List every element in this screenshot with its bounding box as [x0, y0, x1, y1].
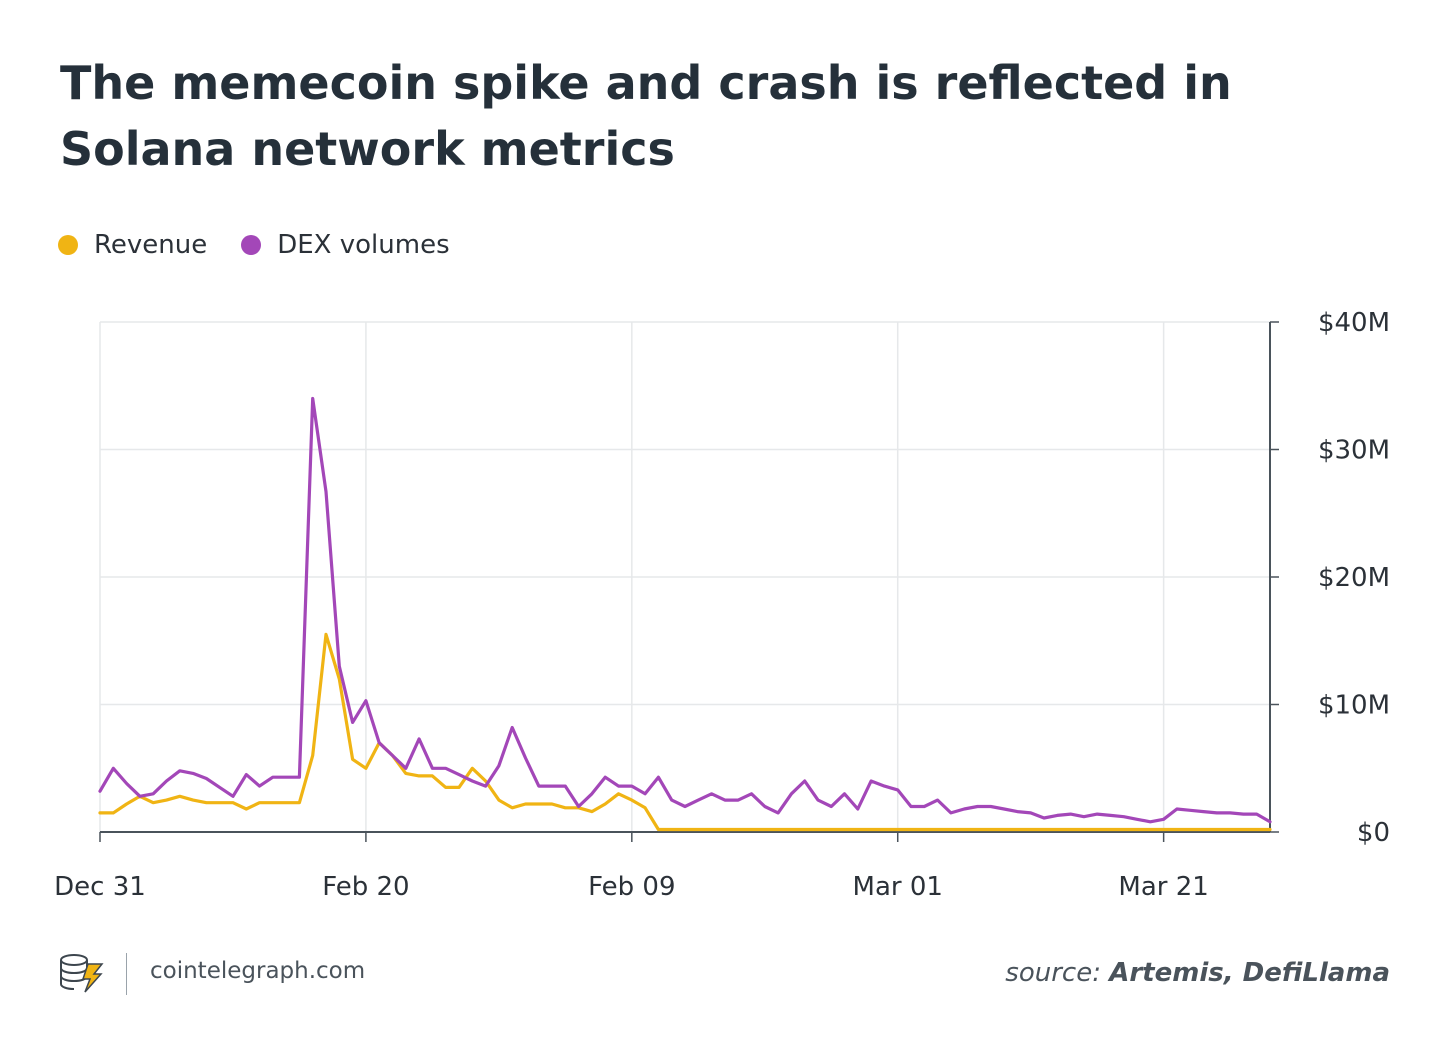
y-tick-label: $10M: [1318, 691, 1390, 721]
series-line-revenue: [98, 632, 1272, 832]
legend-item-revenue: Revenue: [58, 230, 207, 260]
x-tick-label: Feb 09: [588, 872, 675, 902]
source-label: source:: [1005, 958, 1101, 988]
y-tick-label: $30M: [1318, 436, 1390, 466]
source-names: Artemis, DefiLlama: [1109, 958, 1390, 988]
footer-divider: [126, 953, 127, 995]
y-tick-label: $20M: [1318, 563, 1390, 593]
legend-label-dex-volumes: DEX volumes: [277, 230, 450, 260]
y-tick-label: $0: [1357, 818, 1390, 848]
x-tick-label: Mar 01: [853, 872, 943, 902]
series-line-dex-volumes: [98, 396, 1272, 824]
x-tick-label: Dec 31: [54, 872, 146, 902]
cointelegraph-logo-icon: [60, 954, 104, 993]
y-tick-label: $40M: [1318, 308, 1390, 338]
x-tick-label: Feb 20: [322, 872, 409, 902]
legend-label-revenue: Revenue: [94, 230, 208, 260]
legend-dot-revenue-icon: [58, 235, 78, 255]
legend-dot-dex-icon: [241, 235, 262, 255]
legend-item-dex-volumes: DEX volumes: [241, 230, 450, 260]
footer-source: source: Artemis, DefiLlama: [1005, 958, 1390, 988]
legend: Revenue DEX volumes: [58, 230, 484, 260]
footer-site: cointelegraph.com: [150, 958, 366, 984]
chart-title: The memecoin spike and crash is reflecte…: [60, 56, 1232, 176]
x-tick-label: Mar 21: [1118, 872, 1208, 902]
